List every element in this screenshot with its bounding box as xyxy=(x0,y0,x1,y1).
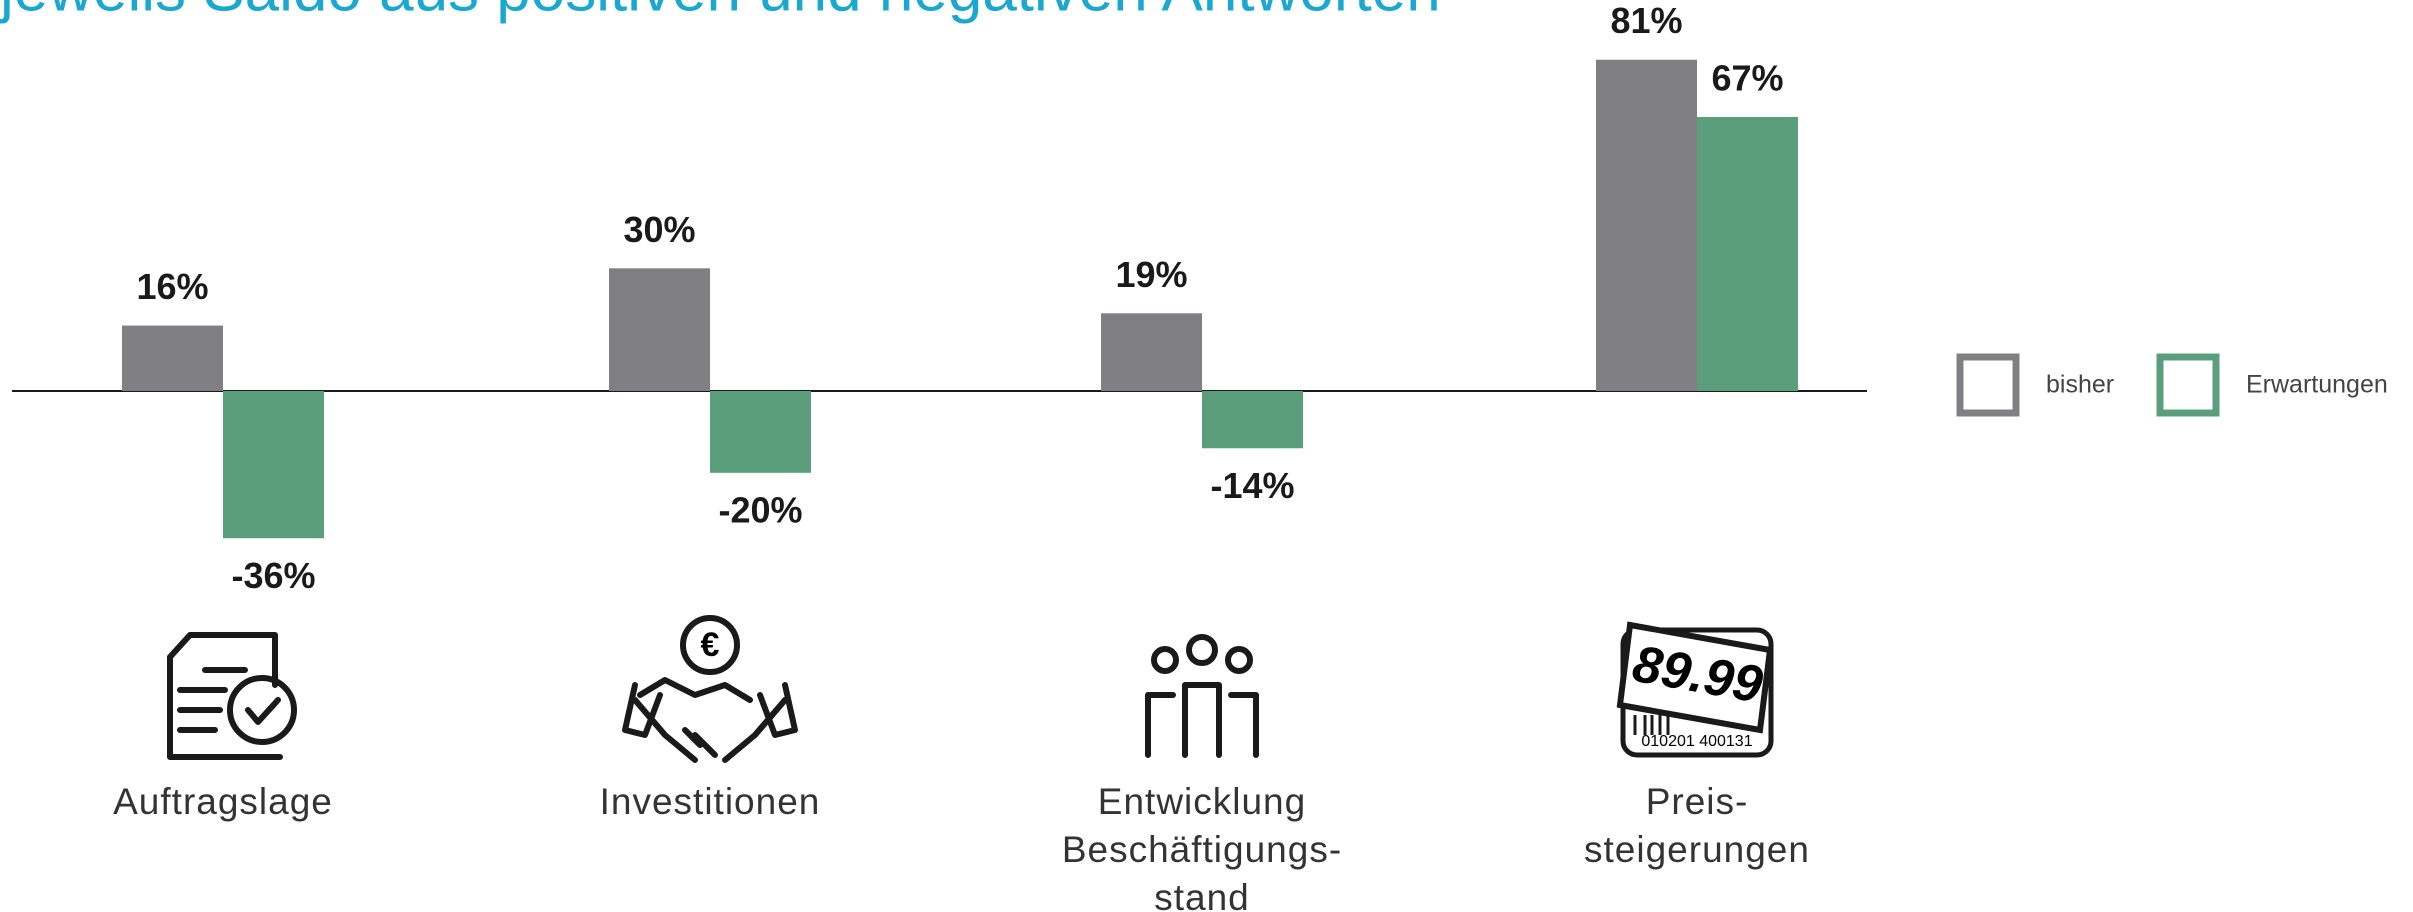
bar xyxy=(1596,59,1697,392)
icon-handshake xyxy=(622,615,798,763)
bar xyxy=(609,268,710,391)
bar xyxy=(223,391,324,539)
bar xyxy=(710,391,811,473)
value-label: -14% xyxy=(1210,465,1294,506)
value-label: -36% xyxy=(231,555,315,596)
value-label: 19% xyxy=(1115,254,1187,295)
legend-swatch xyxy=(2156,353,2220,417)
category-label: Auftragslage xyxy=(113,781,333,822)
value-label: 16% xyxy=(136,266,208,307)
chart-subtitle: jeweils Saldo aus positiven und negative… xyxy=(0,0,1441,24)
legend-label: Erwartungen xyxy=(2246,371,2388,399)
category-label: Investitionen xyxy=(600,781,821,822)
bar xyxy=(1101,313,1202,391)
value-label: -20% xyxy=(718,489,802,530)
icon-euro: € xyxy=(701,626,720,664)
icon-people xyxy=(1145,634,1259,758)
category-label: Entwicklung xyxy=(1098,781,1306,822)
bar xyxy=(122,325,223,391)
category-label: steigerungen xyxy=(1584,829,1810,870)
bar xyxy=(1202,391,1303,449)
legend-label: bisher xyxy=(2046,371,2114,399)
legend-swatch xyxy=(1956,353,2020,417)
value-label: 67% xyxy=(1711,57,1783,98)
icon-document xyxy=(167,632,297,760)
icon-barcode: 010201 400131 xyxy=(1641,733,1752,750)
category-label: Beschäftigungs- xyxy=(1062,829,1342,870)
category-label: stand xyxy=(1154,877,1250,912)
bar xyxy=(1697,116,1798,391)
value-label: 81% xyxy=(1610,0,1682,41)
category-label: Preis- xyxy=(1646,781,1749,822)
value-label: 30% xyxy=(623,209,695,250)
icon-price-tag xyxy=(1616,621,1774,758)
